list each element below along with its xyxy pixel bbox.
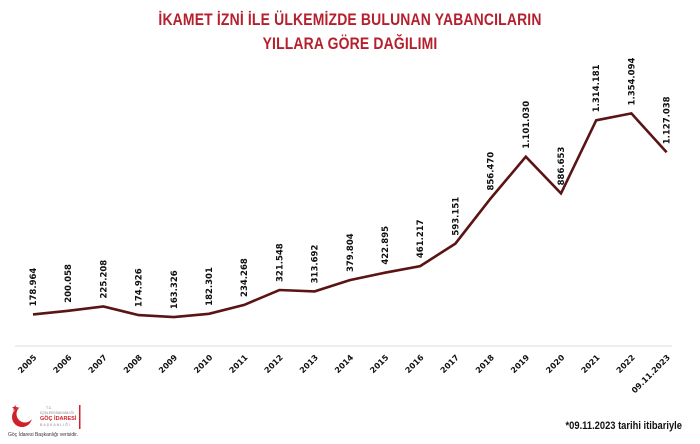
data-label: 461.217 [416, 219, 426, 258]
x-tick-label: 2019 [509, 353, 531, 375]
data-label: 1.101.030 [522, 101, 532, 149]
data-label: 174.926 [135, 268, 145, 307]
x-tick-label: 2013 [298, 353, 320, 375]
chart-title-line-1: İKAMET İZNİ İLE ÜLKEMİZDE BULUNAN YABANC… [158, 10, 542, 29]
data-label: 856.470 [487, 152, 497, 191]
data-label: 1.354.094 [627, 58, 637, 106]
data-label: 321.548 [275, 243, 285, 282]
goc-idaresi-logo: T.C. İÇİŞLERİ BAKANLIĞI GÖÇ İDARESİ BAŞK… [6, 402, 116, 442]
data-label: 1.314.181 [592, 64, 602, 112]
logo-line-ministry: İÇİŞLERİ BAKANLIĞI [40, 410, 74, 415]
x-tick-label: 2017 [439, 353, 461, 375]
series-line [32, 111, 668, 319]
data-label: 234.268 [240, 258, 250, 297]
data-label: 178.964 [29, 268, 39, 307]
data-label: 886.653 [557, 147, 567, 186]
x-tick-label: 2021 [580, 353, 602, 375]
x-tick-label: 2008 [122, 353, 144, 375]
crescent-star-icon: T.C. İÇİŞLERİ BAKANLIĞI GÖÇ İDARESİ BAŞK… [11, 404, 81, 429]
x-tick-label: 2022 [615, 353, 637, 375]
date-footnote: *09.11.2023 tarihi itibariyle [565, 420, 682, 432]
x-tick-label: 2010 [192, 353, 214, 375]
x-tick-label: 2009 [157, 353, 179, 375]
data-label: 1.127.038 [663, 96, 673, 144]
logo-line-baskanlik: BAŞKANLIĞI [40, 422, 71, 427]
x-tick-label: 2012 [263, 353, 285, 375]
data-label: 379.804 [346, 233, 356, 272]
data-label: 422.895 [381, 226, 391, 265]
data-label: 225.208 [99, 260, 109, 299]
logo-caption: Göç İdaresi Başkanlığı verisidir. [8, 432, 79, 438]
x-tick-label: 2014 [333, 353, 355, 375]
chart-title-line-2: YILLARA GÖRE DAĞILIMI [262, 34, 438, 53]
x-tick-label: 2018 [474, 353, 496, 375]
value-labels: 178.964 200.058 225.208 174.926 163.326 182.3… [29, 58, 673, 310]
data-label: 182.301 [205, 267, 215, 306]
logo-line-tc: T.C. [46, 406, 52, 410]
x-tick-label: 2007 [87, 353, 109, 375]
data-label: 200.058 [64, 264, 74, 303]
logo-line-goc: GÖÇ İDARESİ [40, 415, 77, 422]
x-axis-labels: 2005 2006 2007 2008 2009 2010 2011 2012 2013 2014… [16, 353, 672, 395]
data-label: 163.326 [170, 270, 180, 309]
x-tick-label: 2005 [16, 353, 38, 375]
chart-title: İKAMET İZNİ İLE ÜLKEMİZDE BULUNAN YABANC… [63, 8, 637, 56]
x-tick-label: 2006 [52, 353, 74, 375]
data-label: 313.692 [311, 245, 321, 284]
x-tick-label: 2020 [544, 353, 566, 375]
x-tick-label: 2015 [368, 353, 390, 375]
data-label: 593.151 [451, 197, 461, 236]
x-tick-label: 2011 [228, 353, 250, 375]
x-tick-label: 2016 [404, 353, 426, 375]
